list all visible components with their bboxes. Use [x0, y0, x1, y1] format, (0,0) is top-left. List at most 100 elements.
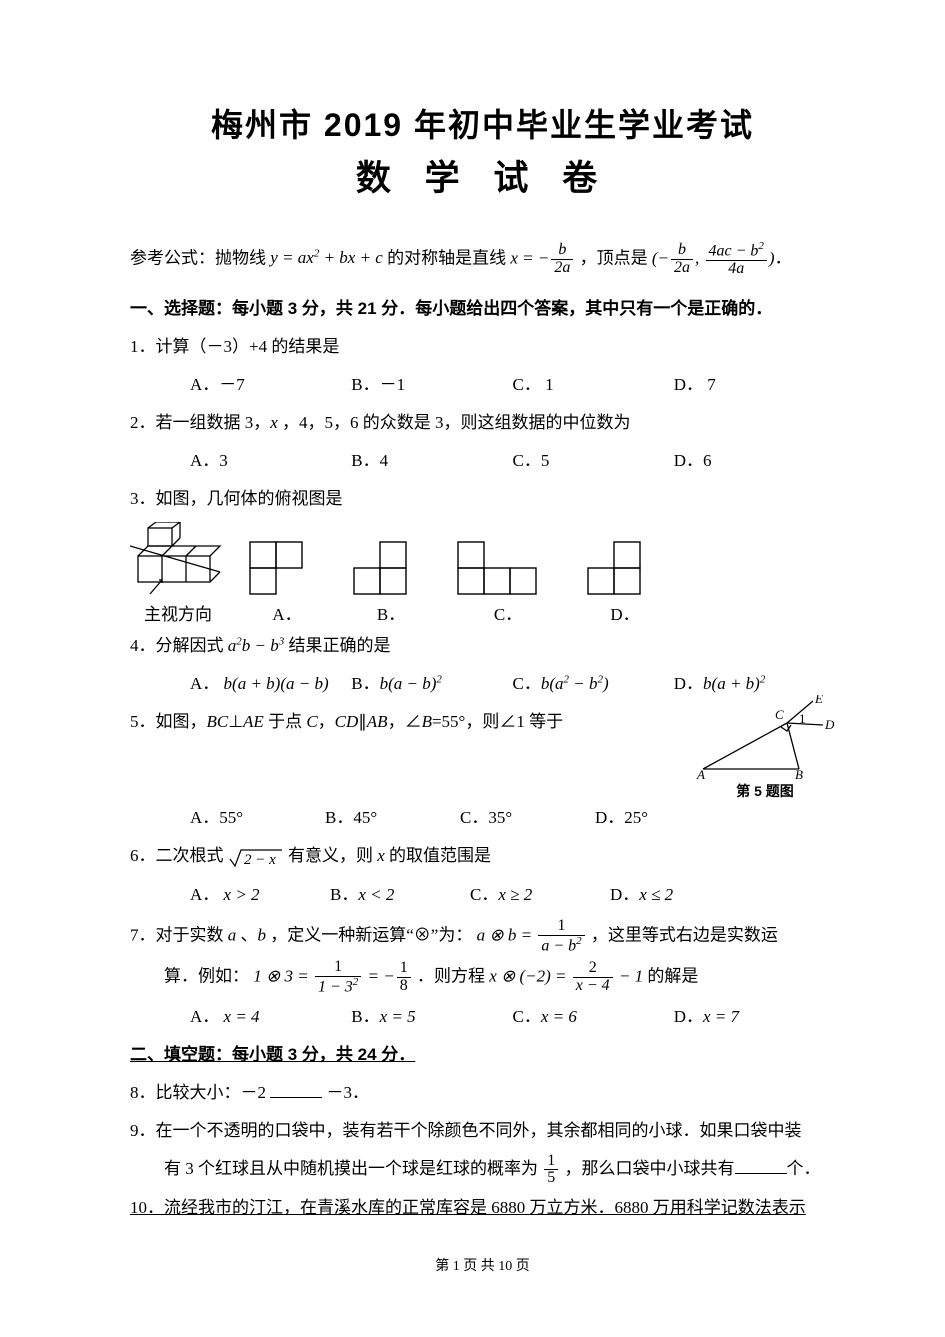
- q3-figure-row: 主视方向 A． B．: [130, 522, 835, 625]
- q6-stem: 6．二次根式 2 − x 有意义，则 x 的取值范围是: [130, 839, 835, 874]
- q6-pre: 6．二次根式: [130, 846, 224, 865]
- q4-stem-pre: 4．分解因式: [130, 636, 228, 655]
- q2-stem-post: ，4，5，6 的众数是 3，则这组数据的中位数为: [278, 413, 631, 432]
- q3-view-label: 主视方向: [130, 600, 226, 625]
- q1-options: A．－7 B．－1 C． 1 D． 7: [130, 368, 835, 402]
- document-title: 梅州市 2019 年初中毕业生学业考试: [130, 100, 835, 146]
- q3-opt-c: C．: [452, 600, 564, 625]
- blank-input-2[interactable]: [735, 1159, 787, 1174]
- q5-caption: 第 5 题图: [695, 781, 835, 801]
- page-footer: 第 1 页 共 10 页: [130, 1255, 835, 1275]
- svg-text:1: 1: [799, 711, 806, 726]
- document-subtitle: 数 学 试 卷: [130, 150, 835, 201]
- q1-opt-b: B．－1: [351, 368, 512, 402]
- q4-options: A． b(a + b)(a − b) B．b(a − b)2 C．b(a2 − …: [130, 667, 835, 701]
- q3-a-icon: [244, 540, 330, 596]
- q7-l1-pre: 7．对于实数: [130, 925, 228, 944]
- q5-m6: =55°，则∠1 等于: [432, 712, 563, 731]
- q7-l1-mid: 、: [236, 925, 257, 944]
- q5-m1: ⊥: [228, 712, 243, 731]
- q4d-label: D．: [674, 674, 703, 693]
- q6d-l: D．: [610, 885, 639, 904]
- q5-m5: ，∠: [388, 712, 422, 731]
- q6-options: A． x > 2 B．x < 2 C．x ≥ 2 D．x ≤ 2: [130, 878, 750, 912]
- svg-text:A: A: [696, 767, 705, 781]
- q5-triangle-icon: A B C D E 1: [695, 695, 835, 781]
- q6-opt-c: C．x ≥ 2: [470, 878, 610, 912]
- q9-l1: 9．在一个不透明的口袋中，装有若干个除颜色不同外，其余都相同的小球．如果口袋中装: [130, 1114, 835, 1148]
- q8: 8．比较大小：－2 －3．: [130, 1076, 835, 1110]
- q1-opt-d: D． 7: [674, 368, 835, 402]
- q5-opt-d: D．25°: [595, 801, 730, 835]
- q7-l2-end: 的解是: [647, 966, 698, 985]
- q2-opt-c: C．5: [513, 444, 674, 478]
- q7-l1-post: ，定义一种新运算“⊗”为：: [266, 925, 472, 944]
- q5-m3: ，: [318, 712, 335, 731]
- q3-opt-d: D．: [582, 600, 668, 625]
- section-2-heading: 二、填空题：每小题 3 分，共 24 分．: [130, 1038, 835, 1072]
- q7-options: A． x = 4 B．x = 5 C．x = 6 D．x = 7: [130, 1000, 835, 1034]
- q4-opt-d: D．b(a + b)2: [674, 667, 835, 701]
- q6-end: 的取值范围是: [385, 846, 491, 865]
- q3-opt-a: A．: [244, 600, 330, 625]
- q7a-l: A．: [190, 1007, 224, 1026]
- q4-opt-a: A． b(a + b)(a − b): [190, 667, 351, 701]
- q2-stem: 2．若一组数据 3，x ，4，5，6 的众数是 3，则这组数据的中位数为: [130, 406, 835, 440]
- q5-opt-b: B．45°: [325, 801, 460, 835]
- blank-input[interactable]: [270, 1083, 322, 1098]
- svg-text:D: D: [824, 717, 835, 732]
- q7d-l: D．: [674, 1007, 703, 1026]
- q1-stem: 1．计算（－3）+4 的结果是: [130, 330, 835, 364]
- q6-opt-b: B．x < 2: [330, 878, 470, 912]
- q5-m4: ∥: [358, 712, 367, 731]
- q6b-l: B．: [330, 885, 358, 904]
- sqrt-icon: 2 − x: [228, 847, 284, 869]
- q5-options: A．55° B．45° C．35° D．25°: [130, 801, 730, 835]
- formula-vertex-label: ，顶点是: [580, 248, 652, 267]
- svg-text:C: C: [775, 707, 784, 722]
- q2-opt-a: A．3: [190, 444, 351, 478]
- q6-post: 有意义，则: [288, 846, 377, 865]
- exam-page: 梅州市 2019 年初中毕业生学业考试 数 学 试 卷 参考公式：抛物线 y =…: [0, 0, 945, 1315]
- q1-opt-a: A．－7: [190, 368, 351, 402]
- q2-opt-b: B．4: [351, 444, 512, 478]
- q4-stem: 4．分解因式 a2b − b3 结果正确的是: [130, 629, 835, 663]
- q7b-l: B．: [351, 1007, 379, 1026]
- q3-d-icon: [582, 540, 668, 596]
- q2-stem-pre: 2．若一组数据 3，: [130, 413, 270, 432]
- q4a-label: A．: [190, 674, 224, 693]
- q7c-l: C．: [513, 1007, 541, 1026]
- q7-l1-end: ，这里等式右边是实数运: [591, 925, 778, 944]
- q4b-label: B．: [351, 674, 379, 693]
- q7-opt-d: D．x = 7: [674, 1000, 835, 1034]
- svg-text:B: B: [795, 767, 803, 781]
- q4-opt-b: B．b(a − b)2: [351, 667, 512, 701]
- q9-l2-pre: 有 3 个红球且从中随机摸出一个球是红球的概率为: [164, 1159, 542, 1178]
- q3-opt-c-fig: C．: [452, 540, 564, 625]
- q6-opt-a: A． x > 2: [190, 878, 330, 912]
- q7-stem-l2: 算．例如： 1 ⊗ 3 = 11 − 32 = −18 ．则方程 x ⊗ (−2…: [130, 959, 835, 996]
- q7-opt-b: B．x = 5: [351, 1000, 512, 1034]
- reference-formula: 参考公式：抛物线 y = ax2 + bx + c 的对称轴是直线 x = −b…: [130, 241, 835, 278]
- q10: 10．流经我市的汀江，在青溪水库的正常库容是 6880 万立方米．6880 万用…: [130, 1191, 835, 1225]
- q4-stem-post: 结果正确的是: [288, 636, 390, 655]
- section-1-heading: 一、选择题：每小题 3 分，共 21 分．每小题给出四个答案，其中只有一个是正确…: [130, 292, 835, 326]
- formula-y: y = ax2 + bx + c: [270, 248, 383, 267]
- svg-text:2 − x: 2 − x: [244, 852, 276, 868]
- q3-solid: 主视方向: [130, 522, 226, 625]
- q9-l2-post: ，那么口袋中小球共有个．: [565, 1159, 821, 1178]
- q5-opt-c: C．35°: [460, 801, 595, 835]
- q7-opt-c: C．x = 6: [513, 1000, 674, 1034]
- q3-stem: 3．如图，几何体的俯视图是: [130, 482, 835, 516]
- formula-prefix: 参考公式：抛物线: [130, 248, 270, 267]
- q6a-l: A．: [190, 885, 224, 904]
- q7-l2-pre: 算．例如：: [164, 966, 249, 985]
- formula-axis: x = −: [510, 248, 549, 267]
- q3-opt-b: B．: [348, 600, 434, 625]
- q3-opt-d-fig: D．: [582, 540, 668, 625]
- q6c-l: C．: [470, 885, 498, 904]
- q3-opt-a-fig: A．: [244, 540, 330, 625]
- q9-l2: 有 3 个红球且从中随机摸出一个球是红球的概率为 15 ，那么口袋中小球共有个．: [130, 1152, 835, 1187]
- q4c-label: C．: [513, 674, 541, 693]
- q2-opt-d: D．6: [674, 444, 835, 478]
